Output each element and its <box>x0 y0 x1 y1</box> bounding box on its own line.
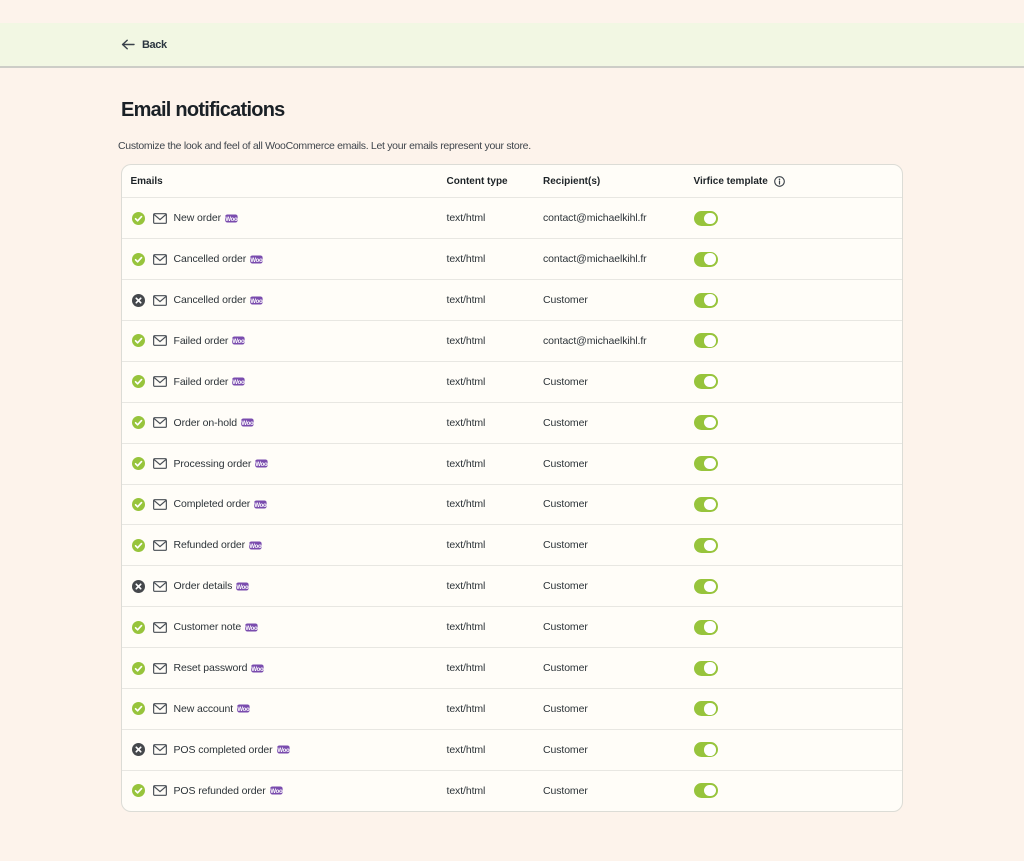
svg-text:Woo: Woo <box>277 748 290 754</box>
svg-text:Woo: Woo <box>237 585 250 591</box>
svg-text:Woo: Woo <box>270 789 283 795</box>
svg-text:Woo: Woo <box>256 462 269 468</box>
svg-text:Woo: Woo <box>249 544 262 550</box>
svg-text:Woo: Woo <box>241 421 254 427</box>
svg-text:Woo: Woo <box>225 217 238 223</box>
svg-text:Woo: Woo <box>251 258 264 264</box>
svg-text:Woo: Woo <box>255 503 268 509</box>
svg-text:Woo: Woo <box>251 299 264 305</box>
svg-text:Woo: Woo <box>245 626 258 632</box>
svg-text:Woo: Woo <box>233 380 246 386</box>
svg-text:Woo: Woo <box>233 339 246 345</box>
svg-text:Woo: Woo <box>238 707 251 713</box>
svg-text:Woo: Woo <box>252 667 265 673</box>
